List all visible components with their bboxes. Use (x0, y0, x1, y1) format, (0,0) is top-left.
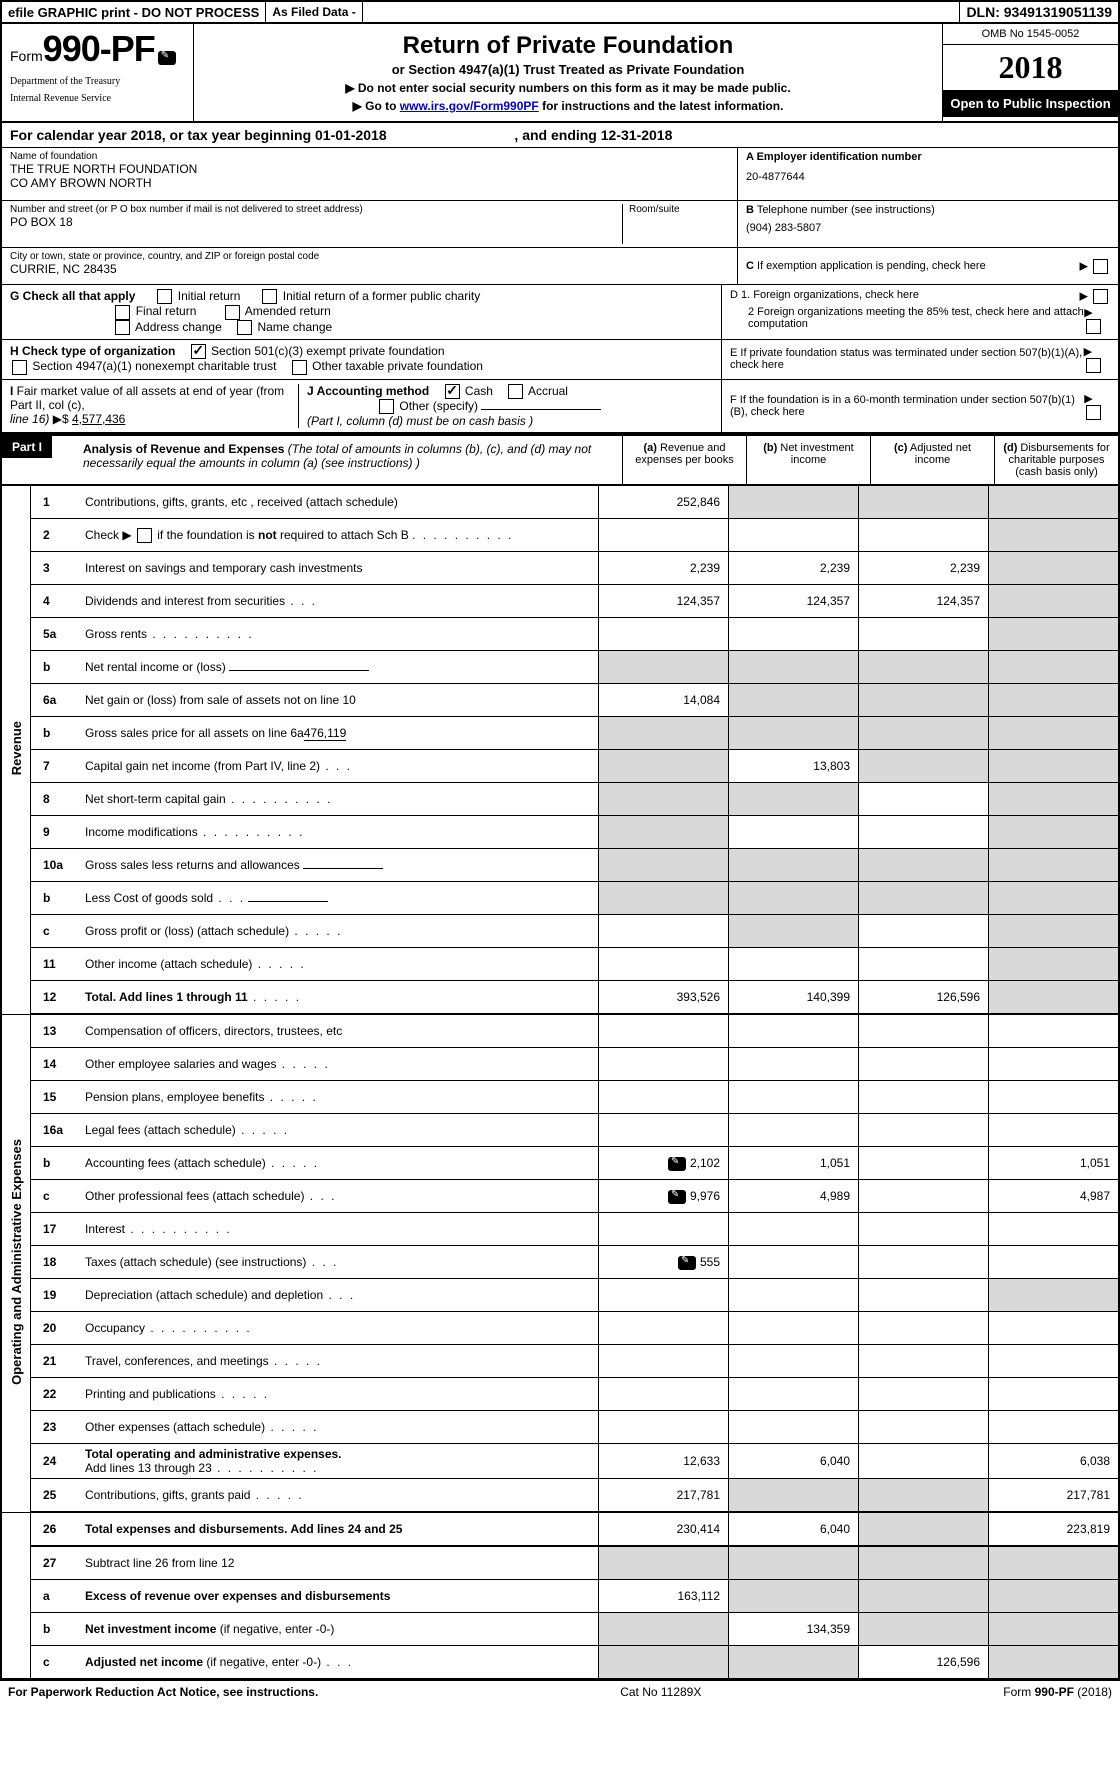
f-checkbox[interactable] (1086, 405, 1101, 420)
j-note: (Part I, column (d) must be on cash basi… (307, 414, 533, 428)
g-address[interactable] (115, 320, 130, 335)
d1-label: D 1. Foreign organizations, check here (730, 289, 919, 304)
h-4947[interactable] (12, 360, 27, 375)
g-initial-former[interactable] (262, 289, 277, 304)
col-a-header: (a) Revenue and expenses per books (622, 436, 746, 484)
pencil-icon (158, 51, 176, 65)
d1-checkbox[interactable] (1093, 289, 1108, 304)
pencil-icon[interactable] (678, 1256, 696, 1270)
city: CURRIE, NC 28435 (10, 262, 729, 276)
j-cash[interactable] (445, 384, 460, 399)
j-accrual[interactable] (508, 384, 523, 399)
e-checkbox[interactable] (1086, 358, 1101, 373)
expenses-side: Operating and Administrative Expenses (9, 1139, 24, 1385)
form-title-block: Return of Private Foundation or Section … (194, 24, 942, 121)
schb-checkbox[interactable] (137, 528, 152, 543)
pencil-icon[interactable] (668, 1190, 686, 1204)
dept1: Department of the Treasury (10, 76, 185, 87)
foundation-name2: CO AMY BROWN NORTH (10, 176, 729, 190)
col-b-header: (b) Net investment income (746, 436, 870, 484)
name-label: Name of foundation (10, 151, 729, 162)
c-label: C If exemption application is pending, c… (746, 260, 986, 272)
phone: (904) 283-5807 (746, 222, 1110, 234)
form-990pf: efile GRAPHIC print - DO NOT PROCESS As … (0, 0, 1120, 1703)
col-d-header: (d) Disbursements for charitable purpose… (994, 436, 1118, 484)
form-title: Return of Private Foundation (202, 32, 934, 60)
form-header: Form990-PF Department of the Treasury In… (0, 24, 1120, 123)
g-final[interactable] (115, 305, 130, 320)
h-other-taxable[interactable] (292, 360, 307, 375)
form-footer: Form 990-PF (2018) (1003, 1685, 1112, 1699)
d2-checkbox[interactable] (1086, 319, 1101, 334)
j-other[interactable] (379, 399, 394, 414)
footer: For Paperwork Reduction Act Notice, see … (0, 1680, 1120, 1703)
f-label: F If the foundation is in a 60-month ter… (730, 394, 1084, 418)
d2-label: 2 Foreign organizations meeting the 85% … (730, 306, 1084, 334)
revenue-side: Revenue (9, 721, 24, 775)
addr-label: Number and street (or P O box number if … (10, 204, 622, 215)
ijf-row: I Fair market value of all assets at end… (0, 380, 1120, 434)
pencil-icon[interactable] (668, 1157, 686, 1171)
b-label: B Telephone number (see instructions) (746, 204, 1110, 216)
h-501c3[interactable] (191, 344, 206, 359)
city-label: City or town, state or province, country… (10, 251, 729, 262)
cat-no: Cat No 11289X (620, 1685, 701, 1699)
form-number: 990-PF (43, 28, 155, 69)
form-right: OMB No 1545-0052 2018 Open to Public Ins… (942, 24, 1118, 121)
note2: ▶ Go to www.irs.gov/Form990PF for instru… (202, 99, 934, 113)
a-label: A Employer identification number (746, 151, 1110, 163)
room-label: Room/suite (629, 204, 729, 215)
g-amended[interactable] (225, 305, 240, 320)
h-e-row: H Check type of organization Section 501… (0, 340, 1120, 380)
part1-title: Analysis of Revenue and Expenses (83, 442, 284, 456)
foundation-name1: THE TRUE NORTH FOUNDATION (10, 162, 729, 176)
address: PO BOX 18 (10, 215, 622, 229)
h-label: H Check type of organization (10, 344, 175, 358)
part1-header: Part I Analysis of Revenue and Expenses … (0, 433, 1120, 486)
info-grid: Name of foundation THE TRUE NORTH FOUNDA… (0, 148, 1120, 285)
e-label: E If private foundation status was termi… (730, 347, 1084, 371)
dln-label: DLN: 93491319051139 (960, 2, 1118, 22)
note1: ▶ Do not enter social security numbers o… (202, 81, 934, 95)
tax-year: 2018 (943, 45, 1118, 90)
spacer (363, 2, 961, 22)
paperwork-notice: For Paperwork Reduction Act Notice, see … (8, 1685, 318, 1699)
ein: 20-4877644 (746, 171, 1110, 183)
g-name[interactable] (237, 320, 252, 335)
g-label: G Check all that apply (10, 289, 135, 303)
form-prefix: Form (10, 48, 43, 64)
asfiled-label: As Filed Data - (266, 2, 362, 22)
form-subtitle: or Section 4947(a)(1) Trust Treated as P… (202, 62, 934, 77)
top-bar: efile GRAPHIC print - DO NOT PROCESS As … (0, 0, 1120, 24)
g-initial[interactable] (157, 289, 172, 304)
dept2: Internal Revenue Service (10, 93, 185, 104)
irs-link[interactable]: www.irs.gov/Form990PF (400, 99, 539, 113)
calendar-year: For calendar year 2018, or tax year begi… (0, 123, 1120, 148)
part1-label: Part I (2, 436, 52, 458)
col-c-header: (c) Adjusted net income (870, 436, 994, 484)
form-left: Form990-PF Department of the Treasury In… (2, 24, 194, 121)
open-public: Open to Public Inspection (943, 90, 1118, 117)
g-d-row: G Check all that apply Initial return In… (0, 285, 1120, 340)
j-label: J Accounting method (307, 384, 429, 398)
part1-table: Revenue 1Contributions, gifts, grants, e… (0, 486, 1120, 1680)
omb: OMB No 1545-0052 (943, 24, 1118, 45)
efile-label: efile GRAPHIC print - DO NOT PROCESS (2, 2, 266, 22)
fmv-value: 4,577,436 (72, 412, 125, 426)
c-checkbox[interactable] (1093, 259, 1108, 274)
